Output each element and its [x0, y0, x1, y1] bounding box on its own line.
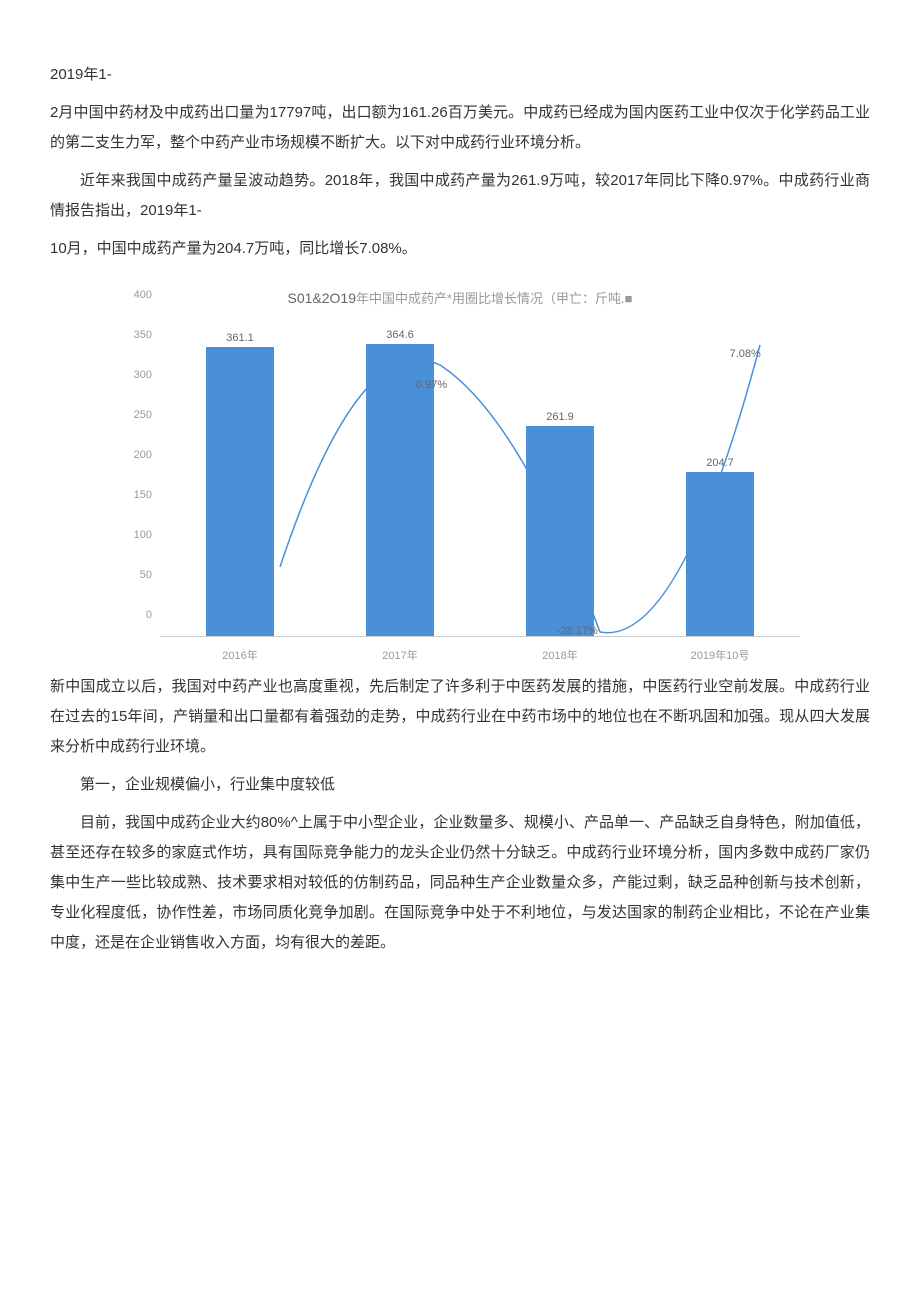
x-axis-label: 2016年: [200, 645, 280, 667]
bar-value-label: 364.6: [386, 324, 414, 346]
chart-title-bold: S01&2O19: [287, 290, 356, 306]
y-tick: 400: [134, 284, 152, 306]
bar-value-label: 204.7: [706, 452, 734, 474]
bar-group: 261.9: [520, 426, 600, 636]
paragraph-2-line2: 10月，中国中成药产量为204.7万吨，同比增长7.08%。: [50, 234, 870, 264]
chart-title-rest: 年中国中成药产*用圈比增长情况（甲亡：斤吨.■: [356, 291, 633, 306]
x-axis-labels: 2016年 2017年 2018年 2019年10号: [160, 645, 800, 667]
bar: 361.1: [206, 347, 274, 636]
y-tick: 200: [134, 444, 152, 466]
bar-group: 204.7: [680, 472, 760, 636]
x-axis-label: 2019年10号: [680, 645, 760, 667]
chart-title: S01&2O19年中国中成药产*用圈比增长情况（甲亡：斤吨.■: [120, 284, 800, 312]
y-tick: 250: [134, 404, 152, 426]
paragraph-3: 新中国成立以后，我国对中药产业也高度重视，先后制定了许多利于中医药发展的措施，中…: [50, 672, 870, 762]
paragraph-2: 近年来我国中成药产量呈波动趋势。2018年，我国中成药产量为261.9万吨，较2…: [50, 166, 870, 226]
y-tick: 100: [134, 524, 152, 546]
y-tick: 300: [134, 364, 152, 386]
y-tick: 350: [134, 324, 152, 346]
chart-area: 050100150200250300350400 361.1364.6261.9…: [120, 317, 800, 657]
paragraph-4-heading: 第一，企业规模偏小，行业集中度较低: [50, 770, 870, 800]
bar: 261.9: [526, 426, 594, 636]
growth-rate-label: 7.08%: [730, 343, 761, 365]
paragraph-1-line2: 2月中国中药材及中成药出口量为17797吨，出口额为161.26百万美元。中成药…: [50, 98, 870, 158]
y-tick: 50: [140, 564, 152, 586]
production-chart: S01&2O19年中国中成药产*用圈比增长情况（甲亡：斤吨.■ 0 50 100 15…: [120, 284, 800, 657]
x-axis-label: 2018年: [520, 645, 600, 667]
bar-value-label: 361.1: [226, 327, 254, 349]
bar: 204.7: [686, 472, 754, 636]
bar-value-label: 261.9: [546, 406, 574, 428]
chart-bars: 361.1 364.6 261.9 204.7: [160, 317, 800, 636]
growth-rate-label: -28.17%: [557, 620, 598, 642]
y-tick: 150: [134, 484, 152, 506]
bar-group: 361.1: [200, 347, 280, 636]
growth-rate-label: 0.97%: [416, 374, 447, 396]
chart-plot: 361.1364.6261.9204.7 0.97%-28.17%7.08%: [160, 317, 800, 637]
paragraph-1-line1: 2019年1-: [50, 60, 870, 90]
x-axis-label: 2017年: [360, 645, 440, 667]
y-axis: 050100150200250300350400: [120, 317, 160, 637]
paragraph-5: 目前，我国中成药企业大约80%^上属于中小型企业，企业数量多、规模小、产品单一、…: [50, 808, 870, 958]
y-tick: 0: [146, 604, 152, 626]
